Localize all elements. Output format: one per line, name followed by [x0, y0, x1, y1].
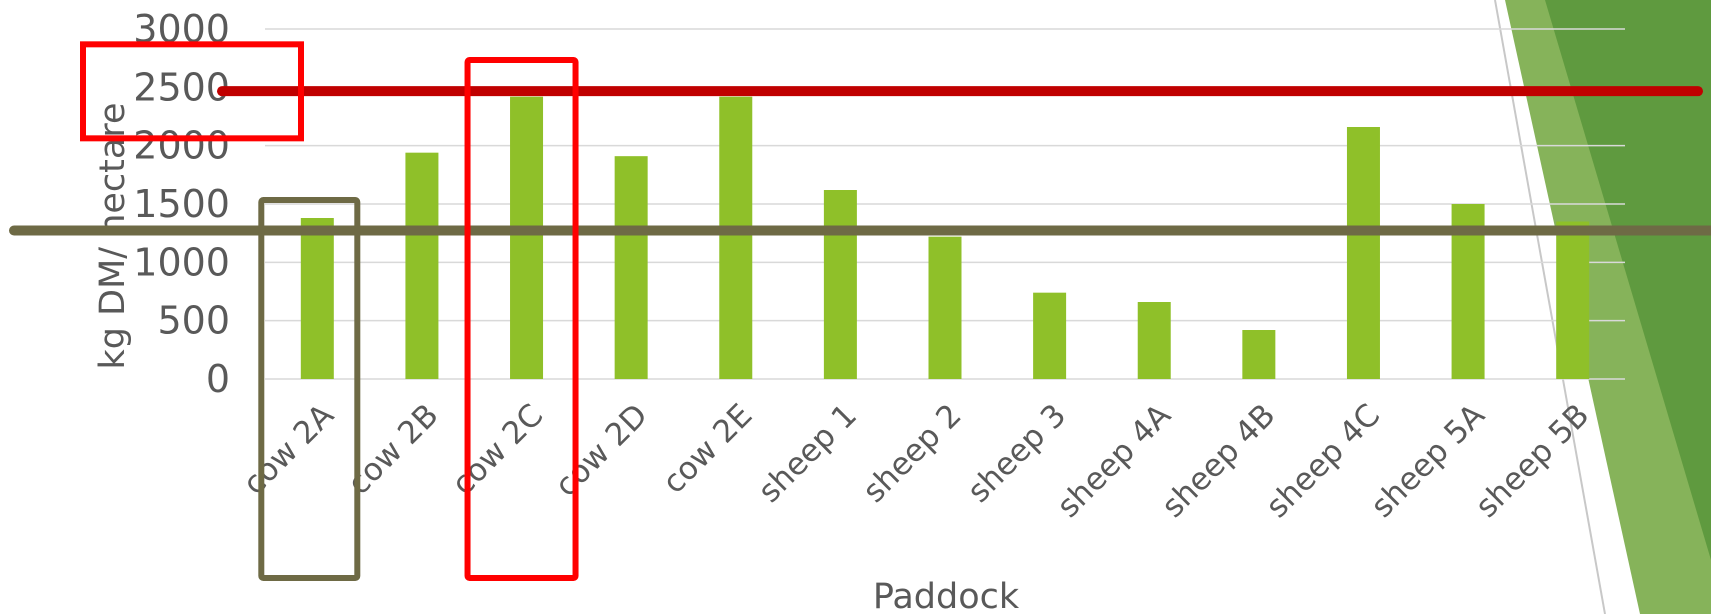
y-tick-label: 1000: [133, 240, 230, 284]
bar: [719, 96, 753, 380]
bar: [1556, 221, 1590, 379]
bar: [823, 190, 857, 379]
x-tick-label: cow 2E: [656, 397, 760, 501]
bar: [510, 96, 544, 380]
x-tick-label: sheep 2: [856, 397, 969, 510]
x-tick-label: sheep 5A: [1364, 397, 1492, 525]
deco-dark-shape: [1545, 0, 1711, 560]
bar: [1033, 292, 1067, 379]
x-tick-label: cow 2C: [445, 397, 550, 502]
x-tick-label: sheep 1: [751, 397, 864, 510]
bars: [300, 96, 1590, 380]
bar: [928, 236, 962, 379]
y-tick-label: 2500: [133, 65, 230, 109]
x-tick-label: cow 2A: [236, 397, 341, 502]
x-tick-label: sheep 4C: [1259, 397, 1387, 525]
y-axis-title: kg DM/ hectare: [93, 103, 133, 370]
bar: [1346, 127, 1380, 379]
bar: [1242, 330, 1276, 379]
highlight-box-cow-2A: [258, 197, 361, 581]
highlight-box-cow-2C: [464, 57, 579, 581]
x-tick-label: cow 2D: [548, 397, 655, 504]
y-tick-label: 2000: [133, 124, 230, 168]
bar: [300, 218, 334, 379]
x-tick-label: sheep 4B: [1155, 397, 1283, 525]
y-tick-label: 1500: [133, 182, 230, 226]
highlight-boxes: [80, 41, 579, 581]
x-axis-title: Paddock: [873, 577, 1020, 614]
decorative-corner: [1494, 0, 1711, 614]
bar: [1137, 302, 1171, 379]
x-tick-label: sheep 4A: [1050, 397, 1178, 525]
y-tick-label: 500: [157, 299, 230, 343]
highlight-box-2500-tick: [80, 41, 304, 142]
deco-thin-line: [1494, 0, 1606, 614]
bar: [405, 152, 439, 379]
bar: [614, 156, 648, 379]
y-tick-label: 0: [206, 357, 230, 401]
